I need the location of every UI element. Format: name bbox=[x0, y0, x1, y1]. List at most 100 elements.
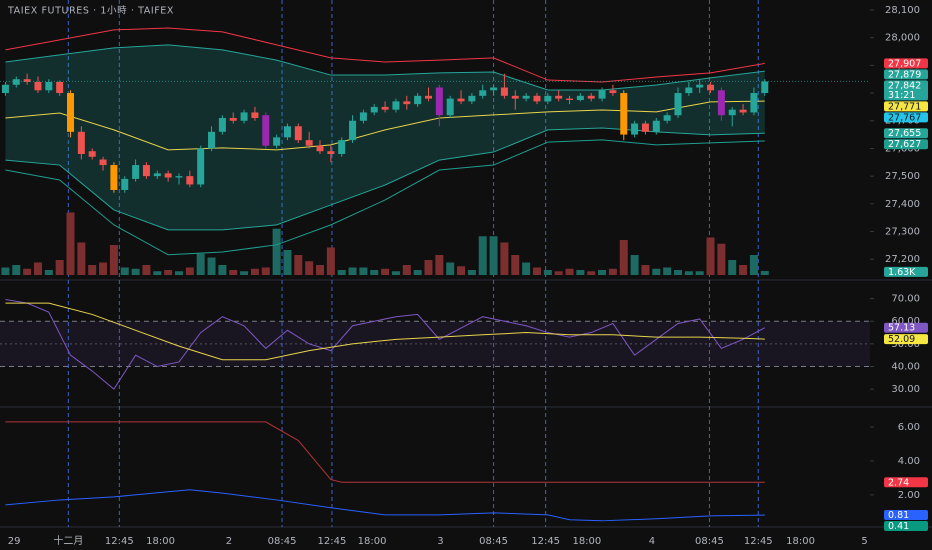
countdown-label: 31:21 bbox=[888, 90, 915, 101]
x-tick-label: 18:00 bbox=[358, 536, 387, 547]
volume-bar bbox=[467, 270, 476, 275]
y-tick-label: 30.00 bbox=[891, 384, 920, 395]
candle-body bbox=[283, 126, 291, 138]
volume-bar bbox=[619, 240, 628, 275]
candle-body bbox=[728, 109, 736, 116]
volume-bar bbox=[706, 237, 715, 275]
candle-body bbox=[631, 123, 639, 135]
volume-bar bbox=[695, 271, 704, 275]
volume-bar bbox=[88, 265, 97, 275]
volume-bar bbox=[131, 268, 140, 275]
price-badge bbox=[884, 334, 928, 345]
y-tick-label: 6.00 bbox=[898, 422, 920, 433]
volume-bar bbox=[641, 265, 650, 275]
candle-body bbox=[544, 95, 552, 102]
volume-bar bbox=[435, 255, 444, 275]
candle-body bbox=[685, 87, 693, 94]
candle-body bbox=[359, 112, 367, 121]
volume-bar bbox=[326, 247, 335, 275]
candle-body bbox=[674, 93, 682, 116]
candle-body bbox=[468, 95, 476, 102]
candle-body bbox=[34, 81, 42, 91]
volume-bar bbox=[316, 265, 325, 275]
candle-body bbox=[229, 117, 237, 121]
price-badge-label: 27,767 bbox=[888, 112, 921, 123]
candle-body bbox=[197, 148, 205, 185]
volume-bar bbox=[109, 245, 118, 275]
volume-bar bbox=[489, 236, 498, 275]
candle-body bbox=[338, 140, 346, 154]
price-badge-label: 27,842 bbox=[888, 80, 921, 91]
x-tick-label: 18:00 bbox=[146, 536, 175, 547]
x-tick-label: 4 bbox=[649, 536, 655, 547]
y-tick-label: 50.00 bbox=[891, 339, 920, 350]
candle-body bbox=[522, 95, 530, 99]
x-tick-label: 08:45 bbox=[268, 536, 297, 547]
candle-body bbox=[707, 84, 715, 91]
volume-bar bbox=[587, 271, 596, 275]
candle-body bbox=[739, 109, 747, 113]
candle-body bbox=[566, 98, 574, 100]
volume-bar bbox=[500, 242, 509, 275]
x-tick-label: 12:45 bbox=[531, 536, 560, 547]
volume-bar bbox=[478, 236, 487, 275]
candle-body bbox=[1, 84, 9, 94]
volume-bar bbox=[305, 261, 314, 275]
volume-bar bbox=[652, 268, 661, 275]
volume-bar bbox=[66, 212, 75, 275]
series-line bbox=[5, 139, 765, 256]
candle-body bbox=[305, 140, 313, 146]
volume-bar bbox=[218, 265, 227, 275]
candle-body bbox=[750, 93, 758, 113]
x-tick-label: 12:45 bbox=[318, 536, 347, 547]
candle-body bbox=[587, 95, 595, 99]
candle-body bbox=[392, 101, 400, 110]
candle-body bbox=[370, 106, 378, 113]
volume-bar bbox=[511, 255, 520, 275]
price-badge bbox=[884, 128, 928, 139]
y-tick-label: 60.00 bbox=[891, 316, 920, 327]
volume-bar bbox=[196, 253, 205, 275]
candle-body bbox=[251, 112, 259, 118]
price-badge-label: 27,879 bbox=[888, 69, 921, 80]
candle-body bbox=[620, 93, 628, 135]
y-tick-label: 70.00 bbox=[891, 294, 920, 305]
series-line bbox=[5, 489, 765, 522]
candle-body bbox=[435, 87, 443, 116]
volume-bar bbox=[23, 268, 32, 275]
x-tick-label: 5 bbox=[861, 536, 867, 547]
series-line bbox=[5, 100, 765, 151]
price-badge-label: 52.09 bbox=[888, 334, 915, 345]
candle-body bbox=[77, 131, 85, 154]
volume-bar bbox=[174, 271, 183, 275]
candle-body bbox=[696, 84, 704, 88]
volume-bar bbox=[99, 262, 108, 275]
volume-bar bbox=[413, 270, 422, 275]
band-fill bbox=[5, 44, 765, 230]
y-tick-label: 40.00 bbox=[891, 362, 920, 373]
candle-body bbox=[121, 178, 129, 190]
price-badge-label: 2.74 bbox=[888, 477, 909, 488]
volume-bar bbox=[424, 260, 433, 275]
volume-bar bbox=[337, 270, 346, 275]
candle-body bbox=[262, 115, 270, 146]
candle-body bbox=[555, 95, 563, 99]
x-tick-label: 29 bbox=[8, 536, 21, 547]
candle-body bbox=[12, 79, 20, 85]
x-tick-label: 12:45 bbox=[744, 536, 773, 547]
series-line bbox=[5, 27, 765, 83]
price-badge-label: 27,627 bbox=[888, 139, 921, 150]
volume-bar bbox=[565, 268, 574, 275]
candle-body bbox=[424, 95, 432, 99]
x-tick-label: 08:45 bbox=[695, 536, 724, 547]
volume-bar bbox=[370, 270, 379, 275]
series-line bbox=[5, 302, 765, 361]
x-tick-label: 十二月 bbox=[53, 534, 83, 547]
series-line bbox=[5, 44, 765, 91]
candle-body bbox=[110, 165, 118, 190]
volume-bar bbox=[608, 268, 617, 275]
candle-body bbox=[446, 98, 454, 116]
candle-body bbox=[316, 145, 324, 152]
volume-bar bbox=[717, 243, 726, 275]
volume-bar bbox=[164, 270, 173, 275]
